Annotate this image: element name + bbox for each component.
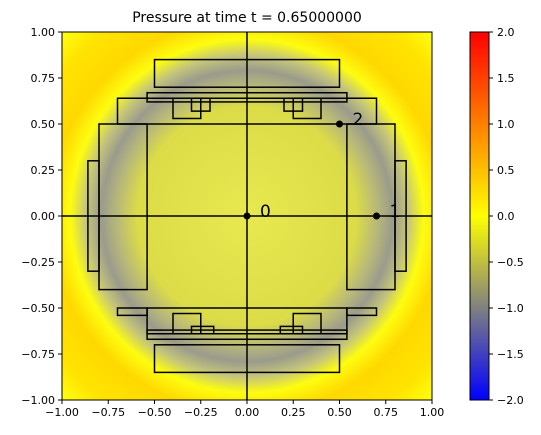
gauge-label: 2 (353, 110, 364, 130)
y-tick-label: 0.25 (31, 164, 56, 177)
colorbar-tick-label: −2.0 (497, 394, 524, 407)
amr-patch (190, 325, 215, 335)
y-tick-label: 0.00 (31, 210, 56, 223)
x-tick-label: −0.25 (184, 406, 218, 419)
x-tick-label: 1.00 (420, 406, 445, 419)
y-tick-label: −0.50 (21, 302, 55, 315)
x-tick-label: 0.75 (374, 406, 399, 419)
gauge-marker (373, 212, 380, 220)
colorbar-ticks: 2.0 1.5 1.0 0.5 0.0 −0.5 −1.0 −1.5 −2.0 (489, 26, 524, 407)
amr-patch (346, 307, 378, 317)
colorbar-tick-label: −1.0 (497, 302, 524, 315)
amr-patch (172, 97, 202, 120)
y-tick-label: −0.25 (21, 256, 55, 269)
amr-patch (279, 325, 304, 335)
x-axis-ticks: −1.00 −0.75 −0.50 −0.25 0.00 0.25 0.50 0.75 1.00 (45, 400, 444, 419)
colorbar-tick-label: −1.5 (497, 348, 524, 361)
gauges: 0 1 2 (243, 110, 401, 222)
colorbar-tick-label: −0.5 (497, 256, 524, 269)
x-tick-label: 0.50 (327, 406, 352, 419)
colorbar-tick-label: 1.5 (497, 72, 515, 85)
amr-patch (116, 307, 148, 317)
gauge-label: 1 (390, 202, 401, 222)
y-tick-label: 0.50 (31, 118, 56, 131)
colorbar-tick-label: 2.0 (497, 26, 515, 39)
colorbar-tick-label: 0.0 (497, 210, 515, 223)
amr-patch (172, 312, 202, 335)
amr-patch (292, 97, 322, 120)
amr-patch (292, 312, 322, 335)
y-axis-ticks: 1.00 0.75 0.50 0.25 0.00 −0.25 −0.50 −0.75 −1.00 (21, 26, 62, 407)
colorbar-tick-label: 1.0 (497, 118, 515, 131)
y-tick-label: 0.75 (31, 72, 56, 85)
x-tick-label: 0.00 (235, 406, 260, 419)
x-tick-label: 0.25 (281, 406, 306, 419)
colorbar-tick-label: 0.5 (497, 164, 515, 177)
chart-title: Pressure at time t = 0.65000000 (132, 10, 362, 26)
y-tick-label: 1.00 (31, 26, 56, 39)
x-tick-label: −1.00 (45, 406, 79, 419)
x-tick-label: −0.75 (91, 406, 125, 419)
gauge-marker (243, 212, 251, 220)
gauge-marker (336, 120, 343, 128)
y-tick-label: −0.75 (21, 348, 55, 361)
amr-patch (190, 97, 211, 112)
y-tick-label: −1.00 (21, 394, 55, 407)
colorbar (469, 31, 490, 401)
x-tick-label: −0.50 (138, 406, 172, 419)
gauge-label: 0 (260, 202, 271, 222)
